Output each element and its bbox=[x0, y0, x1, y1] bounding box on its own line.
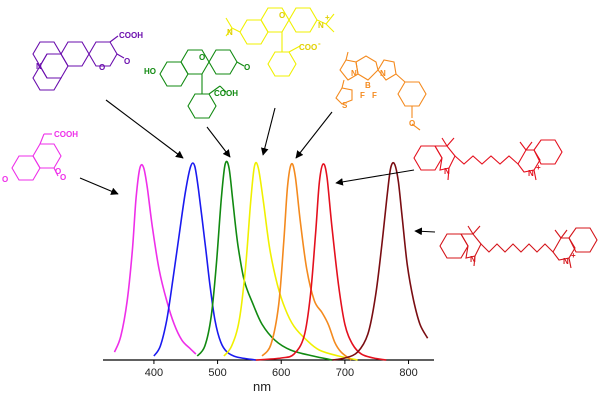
coumarin-343-structure: COOH N O O bbox=[32, 31, 143, 91]
c343-o2-label: O bbox=[124, 57, 130, 66]
fluor-o2-label: O bbox=[244, 63, 250, 72]
spectrum-series-4 bbox=[223, 161, 358, 361]
spectrum-series-5 bbox=[261, 162, 352, 361]
spectra-curves bbox=[113, 160, 429, 361]
spectrum-series-2 bbox=[153, 162, 256, 361]
x-tick-label: 500 bbox=[208, 367, 226, 379]
c343-acid-label: COOH bbox=[119, 31, 143, 40]
coumarin-o-label: O bbox=[60, 173, 66, 182]
cy5-plus-label: + bbox=[536, 163, 541, 172]
cy5-structure: N N + bbox=[413, 137, 563, 181]
rhodamine-structure: N N + O COO - bbox=[225, 7, 335, 77]
cy7-structure: N N + bbox=[439, 225, 598, 269]
rhod-plus-label: + bbox=[325, 13, 330, 22]
rhod-minus-label: - bbox=[318, 39, 321, 48]
bod-f2-label: F bbox=[372, 91, 377, 100]
arrow-coumarin bbox=[79, 177, 119, 195]
arrow-coumarin-343 bbox=[105, 99, 184, 159]
bod-n1-label: N bbox=[351, 69, 357, 78]
arrow-fluorescein bbox=[206, 126, 231, 158]
cy5-n2-label: N bbox=[528, 169, 534, 178]
fluorescein-structure: HO O O COOH bbox=[144, 49, 250, 119]
rhod-o-label: O bbox=[279, 11, 285, 20]
coumarin-structure: COOH O O O bbox=[2, 130, 78, 184]
cy7-n2-label: N bbox=[563, 257, 569, 266]
bod-f1-label: F bbox=[360, 91, 365, 100]
x-tick-label: 600 bbox=[272, 367, 290, 379]
rhod-n1-label: N bbox=[227, 28, 233, 37]
cy7-plus-label: + bbox=[571, 251, 576, 260]
cy7-n1-label: N bbox=[470, 255, 476, 264]
spectrum-series-6 bbox=[255, 163, 387, 361]
x-ticks: 400 500 600 700 800 bbox=[145, 360, 418, 379]
arrow-bodipy bbox=[295, 111, 333, 159]
arrow-cy7 bbox=[414, 227, 436, 236]
fluor-o1-label: O bbox=[199, 53, 205, 62]
x-tick-label: 400 bbox=[145, 367, 163, 379]
arrow-cy5 bbox=[335, 169, 415, 186]
fluor-ho-label: HO bbox=[144, 67, 156, 76]
bod-s-label: S bbox=[342, 101, 348, 110]
coumarin-acid-label: COOH bbox=[54, 130, 78, 139]
arrows bbox=[79, 99, 436, 236]
bod-b-label: B bbox=[365, 81, 371, 90]
bod-o-label: O bbox=[409, 119, 415, 128]
coumarin-ring-o: O bbox=[55, 167, 61, 176]
x-tick-label: 700 bbox=[336, 367, 354, 379]
c343-n-label: N bbox=[36, 62, 42, 71]
bod-n2-label: N bbox=[380, 69, 386, 78]
cy5-n1-label: N bbox=[444, 167, 450, 176]
x-tick-label: 800 bbox=[399, 367, 417, 379]
spectrum-series-7 bbox=[332, 161, 429, 361]
x-axis-title: nm bbox=[253, 379, 271, 394]
arrow-rhodamine bbox=[260, 107, 276, 156]
rhod-coo-label: COO bbox=[299, 43, 317, 52]
spectrum-series-3 bbox=[196, 160, 333, 361]
bodipy-structure: N N B F F S O bbox=[335, 51, 427, 131]
fluor-acid-label: COOH bbox=[214, 89, 238, 98]
c343-o1-label: O bbox=[99, 63, 105, 72]
rhod-n2-label: N bbox=[318, 21, 324, 30]
x-axis: 400 500 600 700 800 nm bbox=[103, 359, 434, 394]
spectrum-series-1 bbox=[113, 163, 197, 355]
coumarin-ominus-label: O bbox=[2, 175, 8, 184]
